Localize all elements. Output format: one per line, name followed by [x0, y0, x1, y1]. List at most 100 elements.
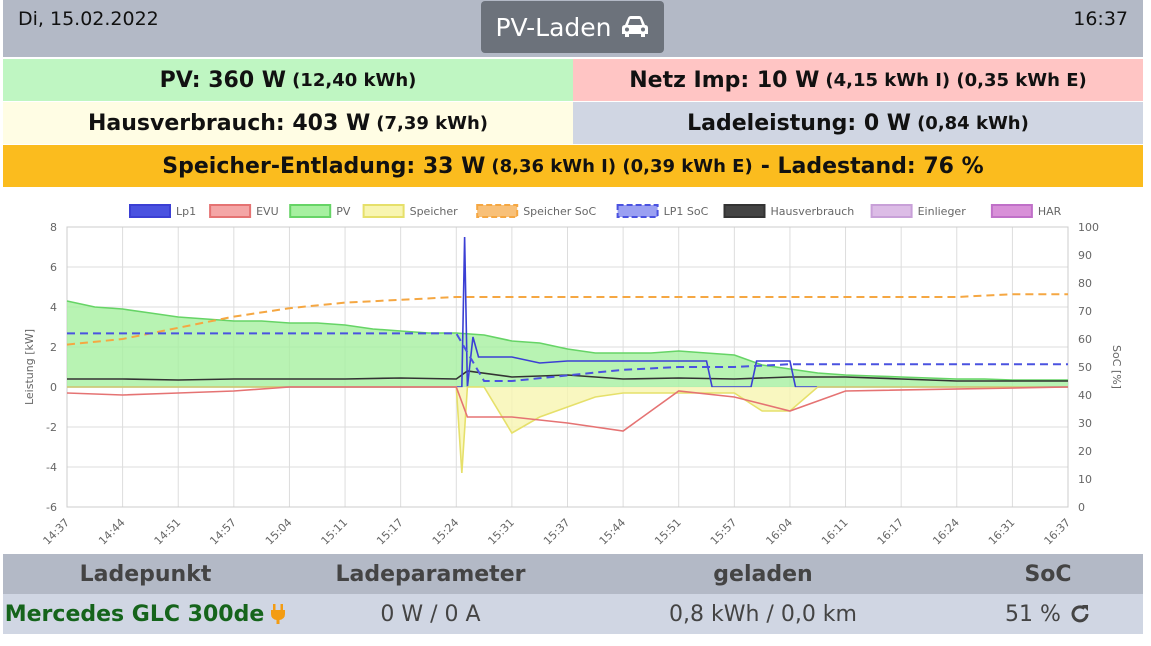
col-geladen: geladen: [713, 561, 813, 587]
legend-swatch-speicher-soc: [476, 204, 519, 218]
speicher-soc: - Ladestand: 76 %: [760, 153, 984, 179]
lade-summary: Ladeleistung: 0 W (0,84 kWh): [573, 102, 1143, 144]
legend-swatch-pv: [289, 204, 332, 218]
x-tick-label: 15:51: [652, 516, 684, 548]
haus-sub: (7,39 kWh): [376, 112, 489, 134]
x-tick-label: 15:37: [541, 516, 573, 548]
power-chart[interactable]: -6 -4 -2 0 2 4 6 8 0 10 20 30 40 50 60 70 80 90 100 14:37 14…: [0, 195, 1151, 550]
legend-swatch-einlieger: [870, 204, 913, 218]
lade-main: Ladeleistung: 0 W: [687, 110, 912, 136]
legend-swatch-evu: [209, 204, 252, 218]
haus-main: Hausverbrauch: 403 W: [87, 110, 371, 136]
y2-tick-label: 30: [1078, 417, 1092, 430]
params-cell: 0 W / 0 A: [380, 601, 481, 627]
top-bar: Di, 15.02.2022 PV-Laden 16:37: [3, 0, 1143, 57]
charge-table-header: Ladepunkt Ladeparameter geladen SoC: [3, 554, 1143, 594]
charged-cell: 0,8 kWh / 0,0 km: [669, 601, 857, 627]
charge-mode-button[interactable]: PV-Laden: [481, 1, 664, 53]
speicher-summary: Speicher-Entladung: 33 W (8,36 kWh I) (0…: [3, 145, 1143, 187]
y-tick-label: -2: [46, 421, 57, 434]
series-line-pv: [66, 300, 1068, 381]
x-tick-label: 16:24: [930, 516, 962, 548]
legend-label: PV: [336, 205, 351, 218]
time-display: 16:37: [1073, 8, 1128, 30]
refresh-icon[interactable]: [1069, 603, 1091, 625]
legend-label: Speicher SoC: [523, 205, 596, 218]
vehicle-name: Mercedes GLC 300de: [4, 601, 265, 627]
legend-swatch-har: [990, 204, 1033, 218]
y-tick-label: -4: [46, 461, 57, 474]
series-line-speicher-soc: [66, 293, 1068, 346]
series-area-speicher: [67, 387, 1068, 473]
pv-summary: PV: 360 W (12,40 kWh): [3, 59, 573, 101]
lade-sub: (0,84 kWh): [917, 112, 1029, 134]
x-tick-label: 16:37: [1042, 516, 1074, 548]
col-ladeparameter: Ladeparameter: [335, 561, 526, 587]
series-line-speicher: [67, 386, 1068, 474]
x-tick-label: 16:04: [763, 516, 795, 548]
legend-swatch-lp1: [129, 204, 171, 218]
x-tick-label: 15:24: [430, 516, 462, 548]
y2-tick-label: 10: [1078, 473, 1092, 486]
y-tick-label: 8: [50, 221, 57, 234]
netz-main: Netz Imp: 10 W: [629, 67, 820, 93]
x-tick-label: 14:51: [152, 516, 184, 548]
x-tick-label: 15:44: [597, 516, 629, 548]
y2-tick-label: 40: [1078, 389, 1092, 402]
vehicle-cell[interactable]: Mercedes GLC 300de: [3, 594, 288, 634]
series-line-evu: [66, 386, 1069, 432]
y2-tick-label: 100: [1078, 221, 1099, 234]
legend-label: EVU: [256, 205, 279, 218]
y2-tick-label: 0: [1078, 501, 1085, 514]
series-line-lp1-soc: [67, 332, 1068, 382]
charge-mode-label: PV-Laden: [495, 12, 612, 42]
legend-label: Speicher: [410, 205, 459, 218]
charge-table-row[interactable]: Mercedes GLC 300de 0 W / 0 A 0,8 kWh / 0…: [3, 594, 1143, 634]
y2-tick-label: 70: [1078, 305, 1092, 318]
series-area-pv: [67, 301, 1068, 387]
summary-row-3: Speicher-Entladung: 33 W (8,36 kWh I) (0…: [3, 145, 1143, 187]
x-tick-label: 16:17: [875, 516, 907, 548]
series-line-lp1: [67, 236, 1068, 388]
pv-sub: (12,40 kWh): [292, 69, 417, 91]
x-tick-label: 15:57: [708, 516, 740, 548]
x-tick-label: 14:57: [207, 516, 239, 548]
y2-tick-label: 80: [1078, 277, 1092, 290]
soc-cell[interactable]: 51 %: [953, 594, 1143, 634]
legend-label: Hausverbrauch: [771, 205, 855, 218]
date-display: Di, 15.02.2022: [18, 8, 159, 30]
netz-summary: Netz Imp: 10 W (4,15 kWh I) (0,35 kWh E): [573, 59, 1143, 101]
legend-swatch-speicher: [362, 204, 405, 218]
summary-row-2: Hausverbrauch: 403 W (7,39 kWh) Ladeleis…: [3, 102, 1143, 144]
y2-tick-label: 20: [1078, 445, 1092, 458]
x-tick-label: 15:17: [374, 516, 406, 548]
speicher-sub: (8,36 kWh I) (0,39 kWh E): [491, 155, 753, 177]
y-tick-label: 0: [50, 381, 57, 394]
x-tick-label: 14:37: [41, 516, 73, 548]
haus-summary: Hausverbrauch: 403 W (7,39 kWh): [3, 102, 573, 144]
x-tick-label: 15:04: [263, 516, 295, 548]
legend-label: Einlieger: [918, 205, 967, 218]
x-tick-label: 16:11: [819, 516, 851, 548]
y2-tick-label: 50: [1078, 361, 1092, 374]
col-ladepunkt: Ladepunkt: [79, 561, 212, 587]
y-tick-label: 2: [50, 341, 57, 354]
col-soc: SoC: [1024, 561, 1072, 587]
y-tick-label: 4: [50, 301, 57, 314]
speicher-main: Speicher-Entladung: 33 W: [162, 153, 486, 179]
y-tick-label: -6: [46, 501, 57, 514]
plug-icon: [271, 604, 286, 624]
series-line-hausverbrauch: [67, 370, 1068, 382]
soc-value: 51 %: [1005, 601, 1061, 627]
netz-sub: (4,15 kWh I) (0,35 kWh E): [825, 69, 1087, 91]
legend-label: LP1 SoC: [664, 205, 709, 218]
legend-label: Lp1: [176, 205, 196, 218]
x-tick-label: 14:44: [96, 516, 128, 548]
y2-tick-label: 90: [1078, 249, 1092, 262]
x-tick-label: 15:31: [485, 516, 517, 548]
legend-swatch-lp1-soc: [616, 204, 659, 218]
y-tick-label: 6: [50, 261, 57, 274]
car-icon: [621, 16, 648, 37]
legend-label: HAR: [1038, 205, 1062, 218]
